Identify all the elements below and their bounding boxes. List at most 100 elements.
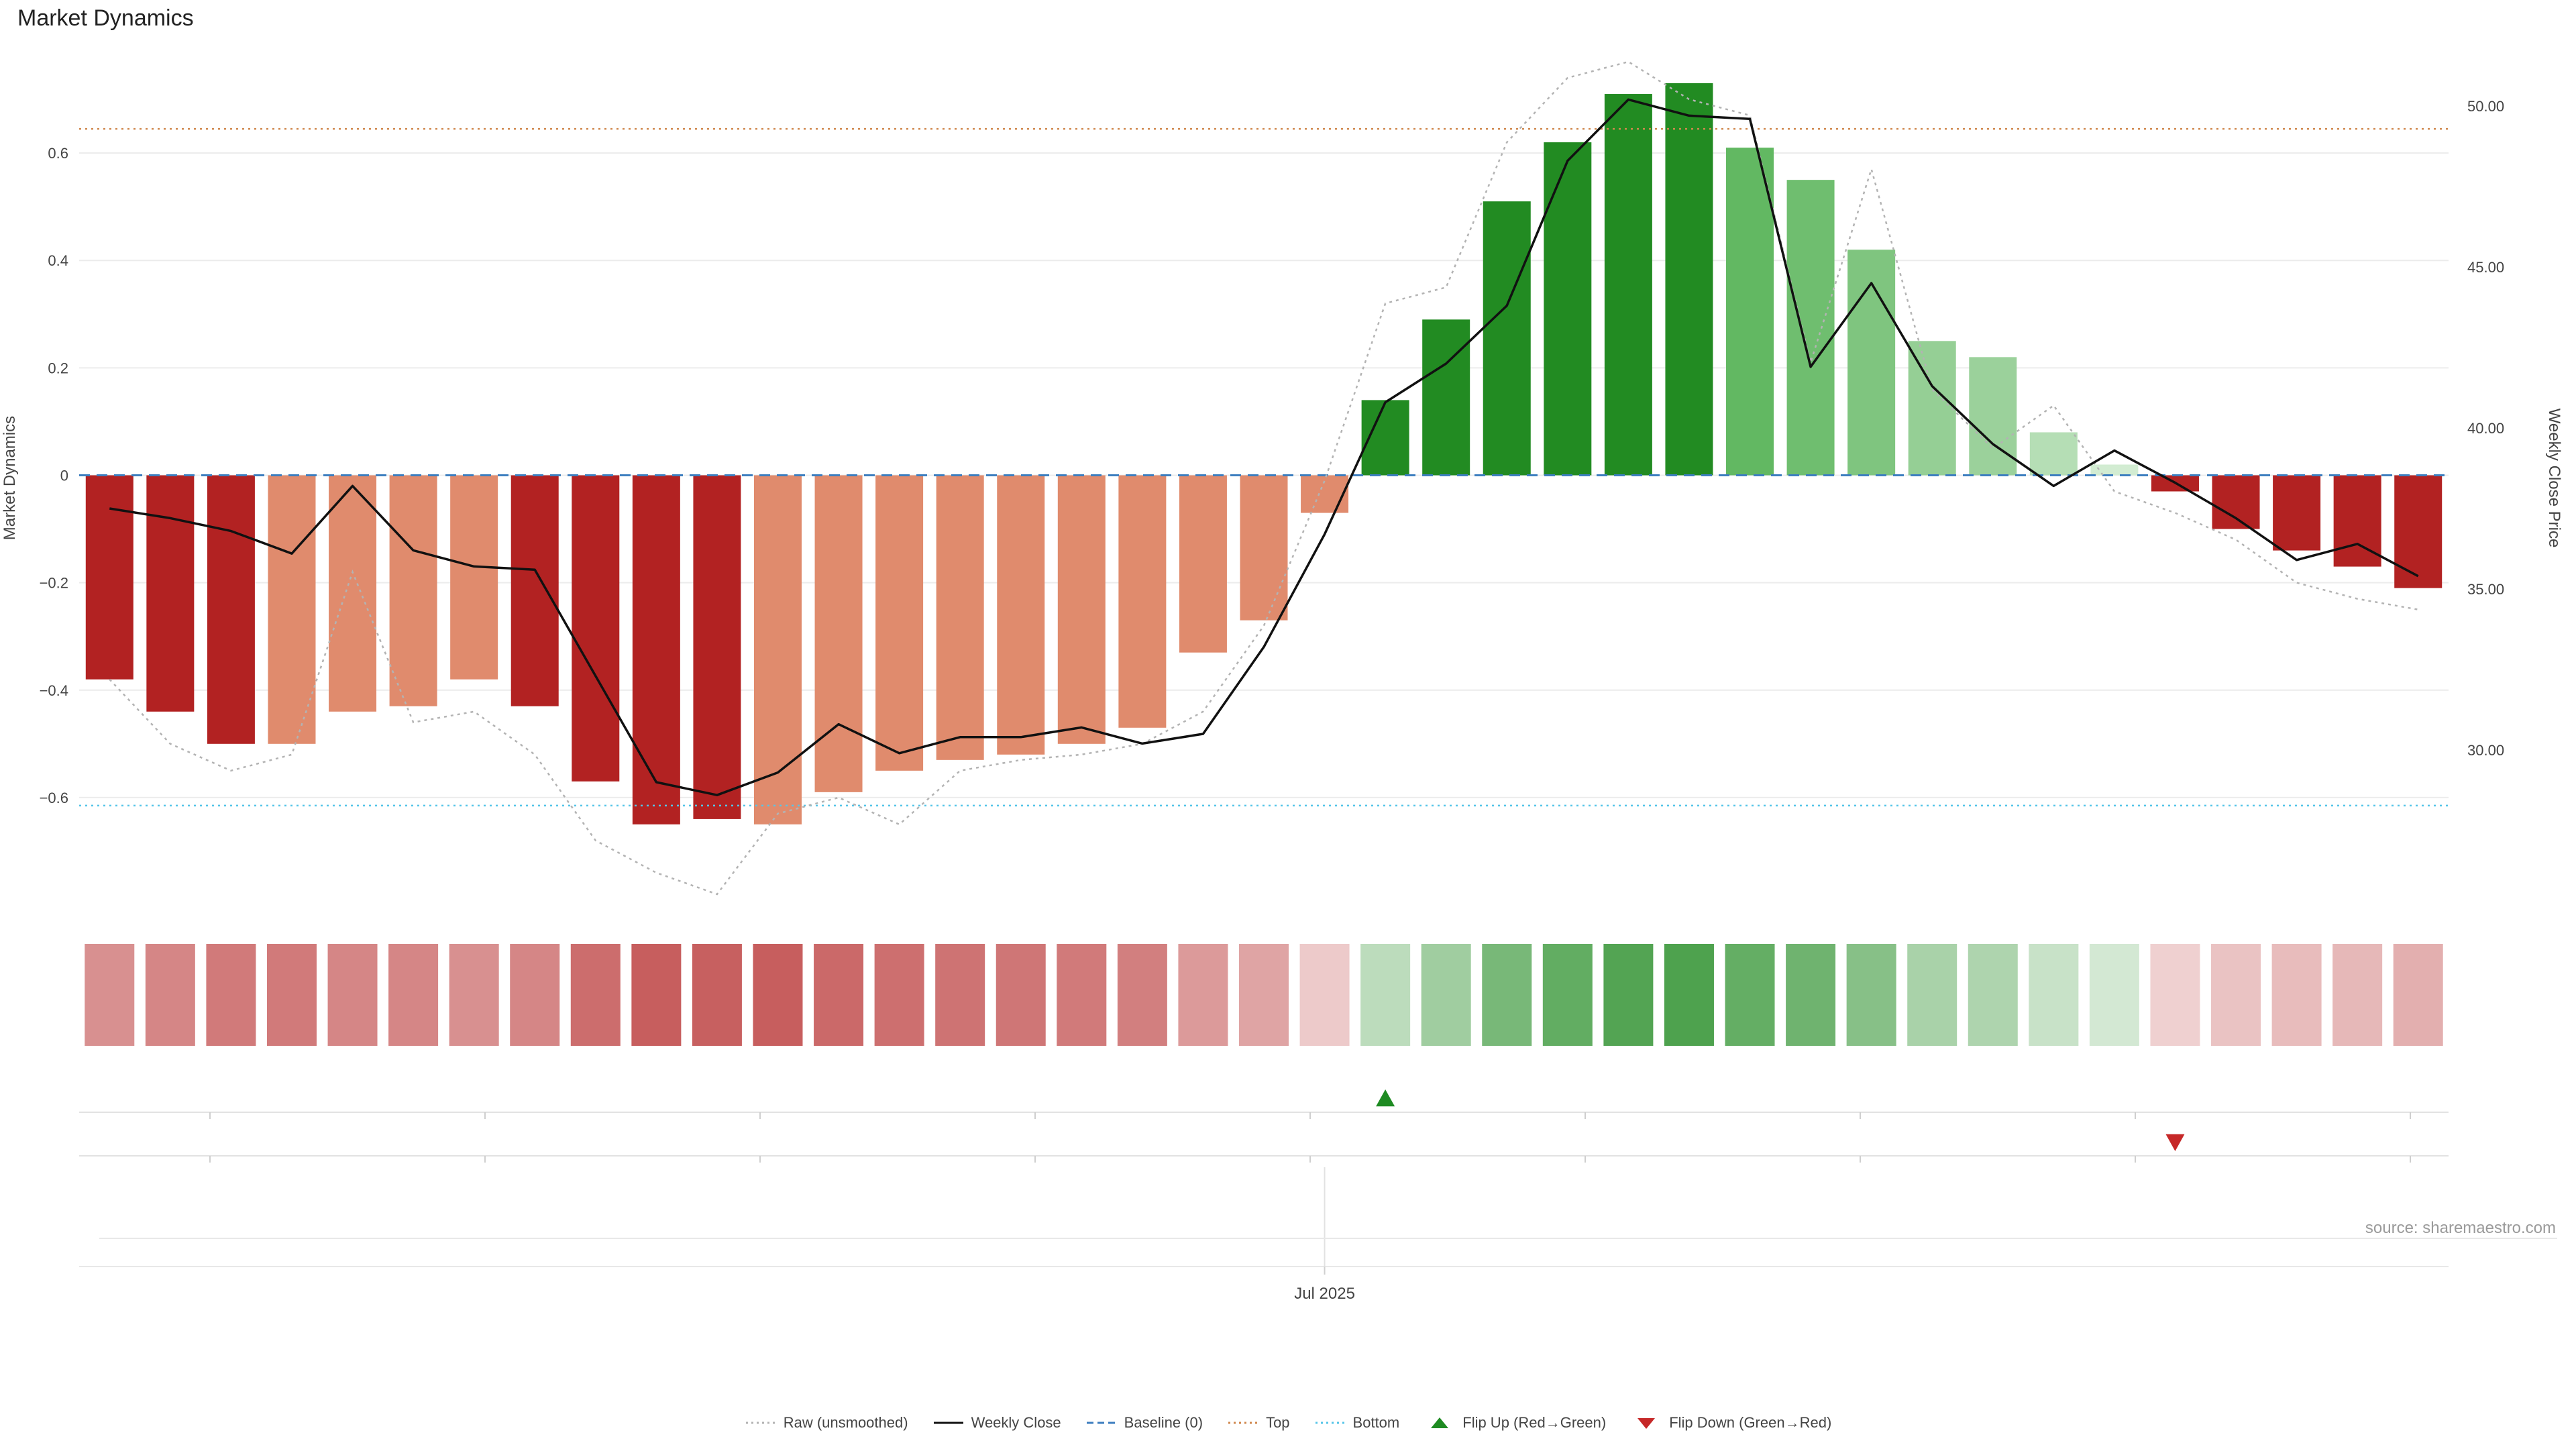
heat-cell xyxy=(935,944,985,1046)
legend-label: Flip Up (Red→Green) xyxy=(1462,1414,1607,1431)
bar xyxy=(632,475,680,824)
bar xyxy=(1847,250,1896,476)
right-axis-title: Weekly Close Price xyxy=(2545,409,2563,548)
bar xyxy=(389,475,437,706)
bar xyxy=(1240,475,1288,621)
heat-cell xyxy=(1968,944,2018,1046)
right-axis-tick-label: 40.00 xyxy=(2467,420,2504,437)
legend-label: Weekly Close xyxy=(971,1414,1061,1431)
bar xyxy=(1422,319,1470,476)
chart-title: Market Dynamics xyxy=(17,5,194,31)
heat-cell xyxy=(2393,944,2443,1046)
legend-label: Baseline (0) xyxy=(1124,1414,1203,1431)
bar xyxy=(1179,475,1227,653)
bar xyxy=(511,475,559,706)
legend-line-icon xyxy=(1315,1421,1345,1424)
bar xyxy=(146,475,195,712)
heat-cell xyxy=(2332,944,2383,1046)
heat-cell xyxy=(631,944,682,1046)
legend-line-icon xyxy=(1228,1421,1258,1424)
heat-cell xyxy=(2150,944,2200,1046)
legend-item-6[interactable]: Flip Down (Green→Red) xyxy=(1630,1414,1831,1432)
flip-down-marker xyxy=(2165,1134,2185,1151)
bar xyxy=(572,475,620,782)
legend-item-4[interactable]: Bottom xyxy=(1314,1414,1400,1432)
bar xyxy=(1057,475,1106,744)
heat-cell xyxy=(996,944,1046,1046)
heat-cell xyxy=(145,944,195,1046)
legend-line-icon xyxy=(1086,1421,1116,1424)
heat-cell xyxy=(1421,944,1471,1046)
bar xyxy=(1908,341,1956,476)
right-axis-tick-label: 50.00 xyxy=(2467,98,2504,115)
heat-cell xyxy=(206,944,256,1046)
flip-up-marker xyxy=(1376,1089,1395,1107)
left-axis-tick-label: −0.6 xyxy=(40,790,68,806)
legend-item-5[interactable]: Flip Up (Red→Green) xyxy=(1424,1414,1606,1432)
heat-cell xyxy=(1907,944,1957,1046)
heat-cell xyxy=(1603,944,1654,1046)
date-tick-label: Jul 2025 xyxy=(1294,1285,1355,1303)
bar xyxy=(2090,464,2139,476)
legend-item-2[interactable]: Baseline (0) xyxy=(1085,1414,1203,1432)
bar xyxy=(1118,475,1167,728)
heat-cell xyxy=(1542,944,1593,1046)
right-axis-tick-label: 45.00 xyxy=(2467,259,2504,276)
legend-label: Raw (unsmoothed) xyxy=(783,1414,908,1431)
bar xyxy=(1544,142,1592,476)
heat-cell xyxy=(388,944,439,1046)
bar xyxy=(1786,180,1835,476)
bar xyxy=(450,475,498,680)
heat-cell xyxy=(449,944,499,1046)
bar xyxy=(1301,475,1349,513)
heat-cell xyxy=(753,944,803,1046)
heat-cell xyxy=(2089,944,2139,1046)
heat-cell xyxy=(327,944,378,1046)
left-axis-tick-label: 0.4 xyxy=(48,252,68,269)
bar xyxy=(2029,432,2078,476)
left-axis-tick-label: 0.2 xyxy=(48,360,68,376)
bar xyxy=(1726,148,1774,476)
bar xyxy=(1969,357,2017,476)
bar xyxy=(268,475,316,744)
legend-label: Bottom xyxy=(1352,1414,1400,1431)
heat-cell xyxy=(874,944,924,1046)
bar xyxy=(997,475,1045,755)
heat-cell xyxy=(1299,944,1350,1046)
flip-down-icon xyxy=(1638,1418,1656,1429)
left-axis-title: Market Dynamics xyxy=(1,416,19,540)
heat-cell xyxy=(1786,944,1836,1046)
flip-up-icon xyxy=(1431,1417,1449,1428)
legend-item-1[interactable]: Weekly Close xyxy=(932,1414,1061,1432)
weekly-close-line xyxy=(109,98,2419,796)
chart-canvas[interactable]: 0.6 0.4 0.2 0 −0.2 −0.4 −0.6 50.00 45.00 40.00 35.… xyxy=(0,0,2576,1315)
left-axis-tick-label: 0.6 xyxy=(48,145,68,162)
left-axis-tick-label: 0 xyxy=(60,467,68,484)
legend-line-icon xyxy=(745,1421,775,1424)
heat-cell xyxy=(1482,944,1532,1046)
heat-cell xyxy=(85,944,135,1046)
raw-line xyxy=(109,60,2418,896)
heat-cell xyxy=(1360,944,1411,1046)
heat-cell xyxy=(510,944,560,1046)
bar xyxy=(1665,83,1713,476)
right-axis-tick-label: 35.00 xyxy=(2467,581,2504,598)
heat-cell xyxy=(692,944,742,1046)
legend-item-0[interactable]: Raw (unsmoothed) xyxy=(745,1414,908,1432)
bar xyxy=(1483,201,1531,476)
legend-line-icon xyxy=(933,1421,963,1424)
bar xyxy=(329,475,377,712)
heat-cell xyxy=(2271,944,2322,1046)
heat-cell xyxy=(814,944,864,1046)
heat-cell xyxy=(1117,944,1167,1046)
bar xyxy=(85,475,133,680)
heat-cell xyxy=(1846,944,1896,1046)
bar xyxy=(2394,475,2443,588)
heat-cell xyxy=(2029,944,2079,1046)
source-text: source: sharemaestro.com xyxy=(2365,1219,2556,1237)
bar xyxy=(207,475,255,744)
heat-cell xyxy=(1725,944,1775,1046)
legend-item-3[interactable]: Top xyxy=(1227,1414,1290,1432)
bar xyxy=(693,475,741,819)
